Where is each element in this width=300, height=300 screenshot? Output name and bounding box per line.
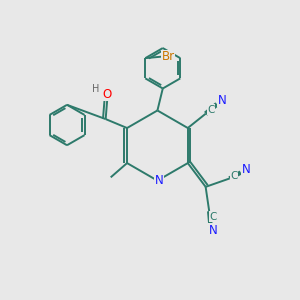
- Text: O: O: [103, 88, 112, 100]
- Text: N: N: [209, 224, 218, 237]
- Text: C: C: [207, 105, 215, 115]
- Text: C: C: [230, 171, 238, 181]
- Text: N: N: [218, 94, 227, 106]
- Text: H: H: [92, 84, 100, 94]
- Text: Br: Br: [162, 50, 175, 63]
- Text: C: C: [209, 212, 217, 222]
- Text: N: N: [154, 174, 163, 187]
- Text: N: N: [242, 163, 250, 176]
